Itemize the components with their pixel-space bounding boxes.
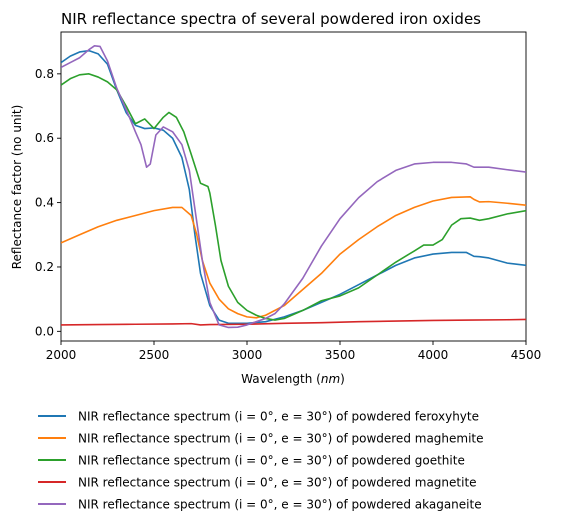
series-layer (61, 45, 526, 329)
series-line-1 (61, 196, 526, 319)
x-tick-label-3: 3500 (325, 348, 356, 362)
chart-legend: NIR reflectance spectrum (i = 0°, e = 30… (38, 405, 558, 515)
legend-item-3: NIR reflectance spectrum (i = 0°, e = 30… (38, 471, 558, 493)
series-line-4 (61, 45, 526, 329)
legend-item-0: NIR reflectance spectrum (i = 0°, e = 30… (38, 405, 558, 427)
y-tick-label-3: 0.6 (35, 131, 54, 145)
chart-svg: NIR reflectance spectra of several powde… (10, 10, 542, 386)
x-axis-label-prefix: Wavelength ( (241, 372, 321, 386)
series-line-2 (61, 73, 526, 321)
x-tick-label-2: 3000 (232, 348, 263, 362)
legend-label-2: NIR reflectance spectrum (i = 0°, e = 30… (78, 453, 465, 468)
series-line-0 (61, 49, 526, 325)
y-axis-label: Reflectance factor (no unit) (10, 105, 24, 270)
y-axis-ticks: 0.0 0.2 0.4 0.6 0.8 (35, 67, 61, 338)
legend-item-1: NIR reflectance spectrum (i = 0°, e = 30… (38, 427, 558, 449)
x-tick-label-4: 4000 (418, 348, 449, 362)
x-axis-label: Wavelength (nm) (241, 372, 345, 386)
legend-swatch-0 (38, 414, 66, 417)
legend-swatch-2 (38, 458, 66, 461)
legend-swatch-4 (38, 502, 66, 505)
legend-label-1: NIR reflectance spectrum (i = 0°, e = 30… (78, 431, 484, 446)
plot-area (60, 31, 527, 342)
y-tick-label-1: 0.2 (35, 260, 54, 274)
legend-item-2: NIR reflectance spectrum (i = 0°, e = 30… (38, 449, 558, 471)
chart-title: NIR reflectance spectra of several powde… (61, 10, 481, 28)
y-tick-label-0: 0.0 (35, 324, 54, 338)
y-tick-label-4: 0.8 (35, 67, 54, 81)
x-axis-ticks: 2000 2500 3000 3500 4000 4500 (46, 341, 542, 362)
legend-label-0: NIR reflectance spectrum (i = 0°, e = 30… (78, 409, 479, 424)
legend-label-3: NIR reflectance spectrum (i = 0°, e = 30… (78, 475, 477, 490)
legend-swatch-3 (38, 480, 66, 483)
x-tick-label-0: 2000 (46, 348, 77, 362)
x-axis-label-unit: nm (321, 372, 340, 386)
x-tick-label-1: 2500 (139, 348, 170, 362)
series-line-3 (61, 318, 526, 326)
x-tick-label-5: 4500 (511, 348, 542, 362)
plot-frame (60, 31, 527, 342)
legend-item-4: NIR reflectance spectrum (i = 0°, e = 30… (38, 493, 558, 515)
y-tick-label-2: 0.4 (35, 196, 54, 210)
legend-label-4: NIR reflectance spectrum (i = 0°, e = 30… (78, 497, 482, 512)
x-axis-label-suffix: ) (340, 372, 345, 386)
legend-swatch-1 (38, 436, 66, 439)
